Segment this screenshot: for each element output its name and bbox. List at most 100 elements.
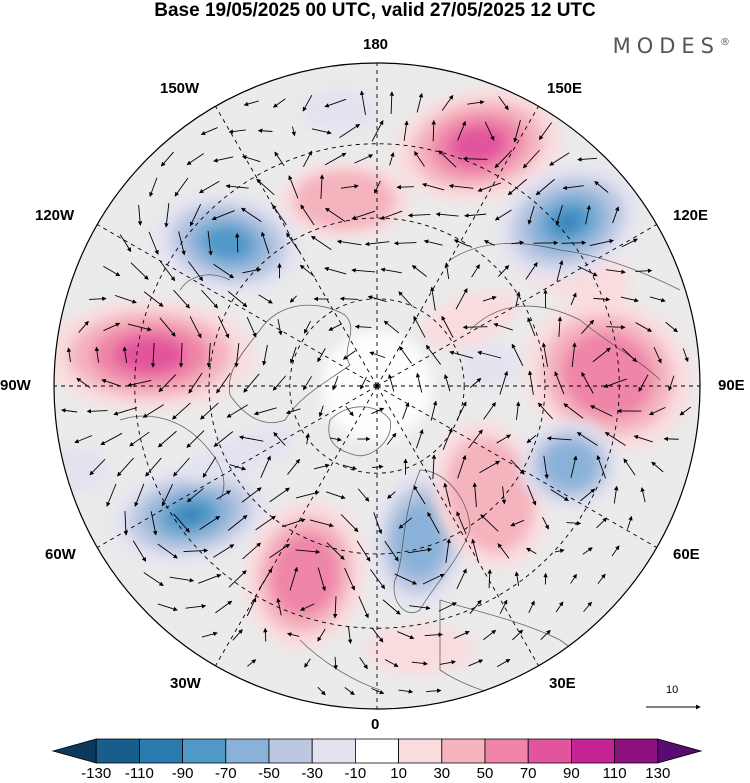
anomaly-contour — [294, 170, 396, 230]
wind-vector — [416, 92, 424, 113]
wind-vector — [342, 350, 356, 360]
colorbar-segment — [571, 738, 615, 764]
wind-vector — [127, 323, 152, 332]
wind-vector — [399, 345, 412, 364]
wind-vector — [247, 659, 257, 667]
wind-vector — [215, 600, 233, 614]
wind-vector — [202, 456, 217, 478]
wind-vector — [129, 431, 150, 447]
colorbar-tick-label: -10 — [344, 765, 367, 782]
wind-vector — [178, 231, 186, 256]
wind-vector — [201, 631, 218, 638]
colorbar-tick-label: 50 — [476, 765, 494, 782]
wind-vector — [143, 572, 164, 586]
wind-vector — [430, 400, 438, 421]
colorbar-tick-label: -70 — [214, 765, 237, 782]
reference-vector-label: 10 — [666, 684, 679, 696]
wind-vector — [468, 429, 483, 449]
wind-vector — [242, 267, 262, 274]
lon-label-30e: 30E — [549, 675, 576, 692]
wind-vector — [499, 370, 509, 395]
wind-vector — [164, 203, 170, 228]
wind-vector — [243, 100, 259, 107]
wind-vector — [425, 344, 442, 365]
wind-vector — [626, 515, 633, 530]
wind-vector — [442, 427, 453, 450]
lon-label-90e: 90E — [718, 377, 745, 394]
wind-vector — [127, 379, 152, 387]
wind-vector — [89, 296, 107, 302]
wind-vector — [398, 689, 414, 694]
wind-vector — [137, 204, 143, 226]
wind-vector — [273, 432, 286, 446]
wind-vector — [178, 342, 184, 368]
wind-vector — [309, 519, 334, 528]
lon-label-90w: 90W — [0, 377, 31, 394]
wind-vector — [274, 151, 285, 167]
wind-vector — [304, 320, 311, 334]
wind-vector — [543, 455, 549, 480]
wind-vector — [682, 348, 689, 363]
wind-vector — [241, 487, 262, 503]
wind-vector — [172, 402, 191, 420]
wind-vector — [389, 151, 395, 166]
anomaly-contour — [183, 427, 297, 483]
wind-vector — [407, 213, 431, 218]
wind-vector — [103, 322, 121, 332]
wind-vector — [106, 483, 117, 507]
wind-vector — [589, 239, 614, 246]
wind-vector — [130, 262, 149, 280]
wind-vector — [351, 268, 376, 273]
colorbar-tick-label: -30 — [301, 765, 324, 782]
wind-vector — [123, 510, 129, 536]
wind-vector — [291, 126, 296, 137]
wind-vector — [367, 295, 387, 302]
anomaly-contour — [271, 533, 339, 617]
wind-vector — [576, 432, 598, 446]
wind-vector — [242, 542, 262, 560]
wind-vector — [585, 204, 591, 225]
wind-vector — [145, 457, 162, 477]
wind-vector — [499, 599, 508, 614]
wind-vector — [159, 317, 176, 337]
wind-vector — [549, 152, 570, 166]
wind-vector — [347, 626, 353, 645]
wind-vector — [344, 567, 355, 591]
wind-vector — [332, 376, 339, 391]
wind-vector — [482, 295, 497, 302]
wind-vector — [302, 94, 313, 112]
coastline — [393, 469, 471, 613]
wind-vector — [416, 429, 424, 449]
wind-vector — [494, 209, 512, 221]
wind-vector — [186, 153, 204, 165]
wind-vector — [612, 206, 620, 224]
wind-vector — [157, 543, 178, 559]
wind-vector — [563, 403, 584, 419]
wind-vector — [364, 241, 390, 247]
wind-vector — [394, 573, 418, 585]
wind-vector — [358, 596, 369, 619]
wind-vector — [241, 155, 261, 163]
wind-vector — [605, 269, 626, 275]
wind-vector — [285, 408, 301, 415]
wind-vector — [597, 573, 606, 585]
wind-vector — [101, 378, 122, 387]
wind-vector — [369, 351, 386, 359]
wind-vector — [263, 627, 268, 642]
wind-vector — [342, 464, 357, 471]
anomaly-contour — [54, 445, 110, 495]
wind-vector — [74, 435, 93, 444]
wind-vector — [467, 100, 485, 105]
colorbar-segment — [657, 738, 703, 764]
wind-vector — [581, 319, 595, 334]
wind-vector — [596, 517, 608, 529]
wind-vector — [227, 291, 248, 308]
colorbar-segment — [268, 738, 313, 764]
wind-vector — [415, 372, 423, 393]
wind-vector — [313, 463, 330, 470]
wind-vector — [613, 485, 619, 504]
wind-vector — [386, 432, 397, 445]
colorbar-segment — [225, 738, 270, 764]
wind-vector — [269, 487, 290, 503]
